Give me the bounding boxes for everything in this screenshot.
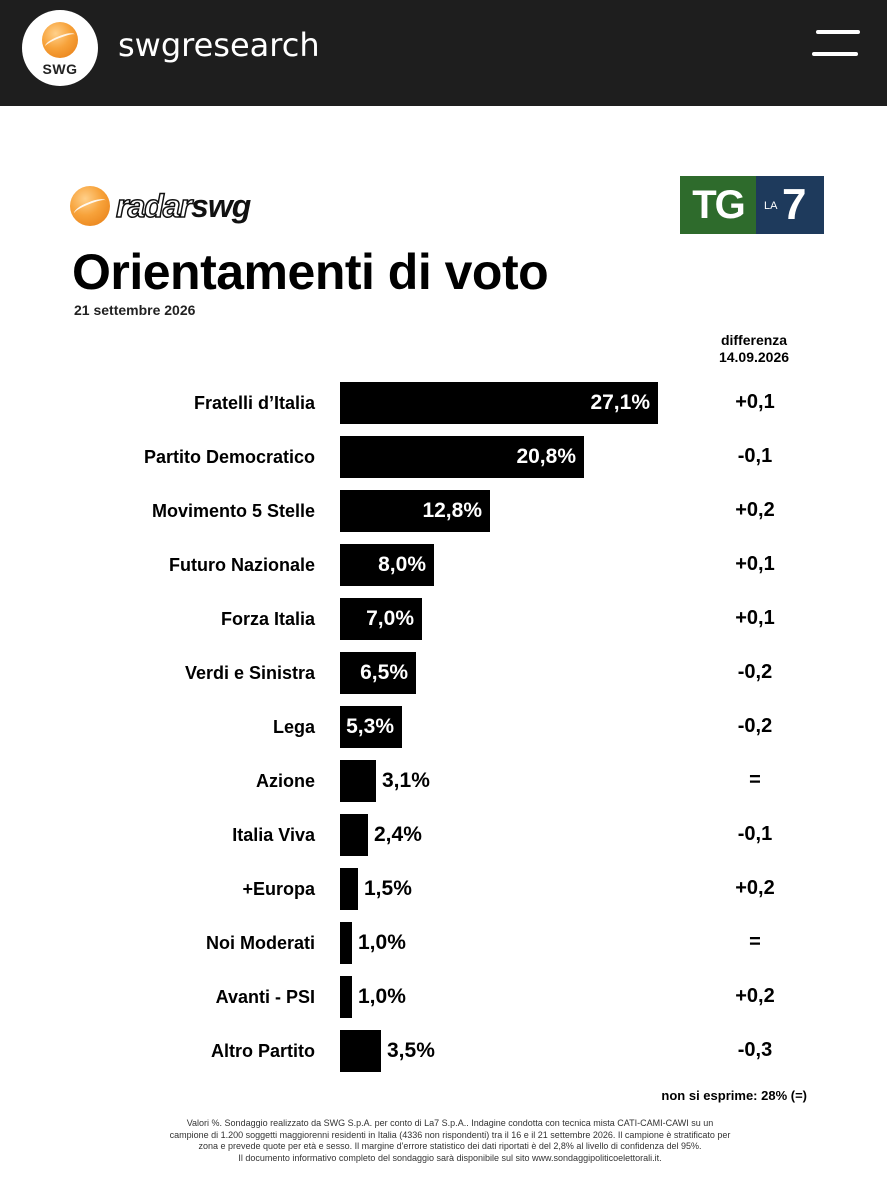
difference-value: +0,1 <box>735 607 775 629</box>
chart-row: Noi Moderati 1,0% = <box>0 922 887 964</box>
post-image <box>0 106 887 1200</box>
bar-category-label: Azione <box>255 771 315 791</box>
swg-ball-icon <box>70 186 110 226</box>
bar-category-label: Movimento 5 Stelle <box>151 501 315 521</box>
chart-date: 21 settembre 2026 <box>74 302 196 318</box>
chart-row: +Europa 1,5% +0,2 <box>0 868 887 910</box>
bar-category-label: Verdi e Sinistra <box>184 663 315 683</box>
difference-value: -0,3 <box>737 1039 773 1061</box>
difference-value: -0,2 <box>737 661 773 683</box>
bar-value-label: 12,8% <box>422 499 482 522</box>
bar-value-label: 1,5% <box>364 877 412 900</box>
tg-logo-text: TG <box>680 176 756 234</box>
chart-row: Azione 3,1% = <box>0 760 887 802</box>
difference-value: -0,1 <box>737 445 773 467</box>
bar <box>340 598 422 640</box>
bar-category-label: Italia Viva <box>232 825 315 845</box>
chart-row: Partito Democratico 20,8% -0,1 <box>0 436 887 478</box>
bar <box>340 1030 381 1072</box>
chart-row: Fratelli d’Italia 27,1% +0,1 <box>0 382 887 424</box>
bar <box>340 814 368 856</box>
radar-swg-wordmark: radarswg <box>115 187 251 225</box>
brand-suffix: swg <box>191 188 251 224</box>
bar-value-label: 1,0% <box>358 931 406 954</box>
bar-category-label: Lega <box>272 717 315 737</box>
bar <box>340 382 658 424</box>
bar-value-label: 3,5% <box>387 1039 435 1062</box>
difference-value: = <box>749 769 761 791</box>
bar-value-label: 2,4% <box>374 823 422 846</box>
chart-row: Futuro Nazionale 8,0% +0,1 <box>0 544 887 586</box>
difference-value: +0,1 <box>735 391 775 413</box>
bar <box>340 868 358 910</box>
bar-category-label: Futuro Nazionale <box>168 555 315 575</box>
bar-value-label: 27,1% <box>590 391 650 414</box>
chart-row: Altro Partito 3,5% -0,3 <box>0 1030 887 1072</box>
difference-value: +0,1 <box>735 553 775 575</box>
difference-value: = <box>749 931 761 953</box>
bar <box>340 760 376 802</box>
la7-seven-text: 7 <box>782 180 807 229</box>
bar <box>340 706 402 748</box>
difference-value: +0,2 <box>735 985 775 1007</box>
bar <box>340 922 352 964</box>
difference-value: -0,1 <box>737 823 773 845</box>
chart-row: Italia Viva 2,4% -0,1 <box>0 814 887 856</box>
bar-value-label: 8,0% <box>378 553 426 576</box>
difference-header-line1: differenza <box>720 332 788 348</box>
bar-value-label: 3,1% <box>382 769 430 792</box>
menu-line <box>812 52 858 56</box>
chart-row: Forza Italia 7,0% +0,1 <box>0 598 887 640</box>
menu-line <box>816 30 860 34</box>
bar <box>340 652 416 694</box>
difference-column-header: differenza 14.09.2026 <box>690 332 818 366</box>
chart-row: Lega 5,3% -0,2 <box>0 706 887 748</box>
hamburger-menu-icon[interactable] <box>812 30 860 60</box>
difference-value: +0,2 <box>735 499 775 521</box>
chart-row: Avanti - PSI 1,0% +0,2 <box>0 976 887 1018</box>
bar <box>340 436 584 478</box>
difference-value: -0,2 <box>737 715 773 737</box>
swg-ball-logo-icon <box>42 22 78 58</box>
bar-category-label: Altro Partito <box>210 1041 315 1061</box>
bar-value-label: 6,5% <box>360 661 408 684</box>
chart-row: Verdi e Sinistra 6,5% -0,2 <box>0 652 887 694</box>
bar-value-label: 1,0% <box>358 985 406 1008</box>
bar-category-label: Fratelli d’Italia <box>193 393 315 413</box>
profile-username[interactable]: swgresearch <box>118 26 320 64</box>
profile-avatar[interactable]: SWG <box>22 10 98 86</box>
methodology-footnote: Valori %. Sondaggio realizzato da SWG S.… <box>130 1118 770 1164</box>
difference-value: +0,2 <box>735 877 775 899</box>
bar-value-label: 7,0% <box>366 607 414 630</box>
app-header: SWG swgresearch <box>0 0 887 106</box>
la7-logo: LA 7 <box>756 176 824 234</box>
bar <box>340 490 490 532</box>
footnote-line: campione di 1.200 soggetti maggiorenni r… <box>169 1129 731 1140</box>
bar-category-label: +Europa <box>242 879 315 899</box>
bar-category-label: Noi Moderati <box>205 933 315 953</box>
non-si-esprime-note: non si esprime: 28% (=) <box>661 1088 807 1103</box>
bar-category-label: Forza Italia <box>220 609 315 629</box>
footnote-line: zona e prevede quote per età e sesso. Il… <box>198 1141 702 1151</box>
difference-header-line2: 14.09.2026 <box>718 349 790 365</box>
tg-la7-logo: TG LA 7 <box>680 176 824 234</box>
footnote-line: Il documento informativo completo del so… <box>238 1152 662 1163</box>
brand-prefix: radar <box>115 187 193 225</box>
bar <box>340 544 434 586</box>
chart-title: Orientamenti di voto <box>72 244 549 300</box>
avatar-text: SWG <box>42 61 78 77</box>
bar-value-label: 5,3% <box>346 715 394 738</box>
bar <box>340 976 352 1018</box>
footnote-line: Valori %. Sondaggio realizzato da SWG S.… <box>186 1118 714 1128</box>
la7-la-text: LA <box>764 200 778 212</box>
chart-row: Movimento 5 Stelle 12,8% +0,2 <box>0 490 887 532</box>
bar-category-label: Partito Democratico <box>143 447 315 467</box>
bar-value-label: 20,8% <box>516 445 576 468</box>
bar-category-label: Avanti - PSI <box>215 987 315 1007</box>
